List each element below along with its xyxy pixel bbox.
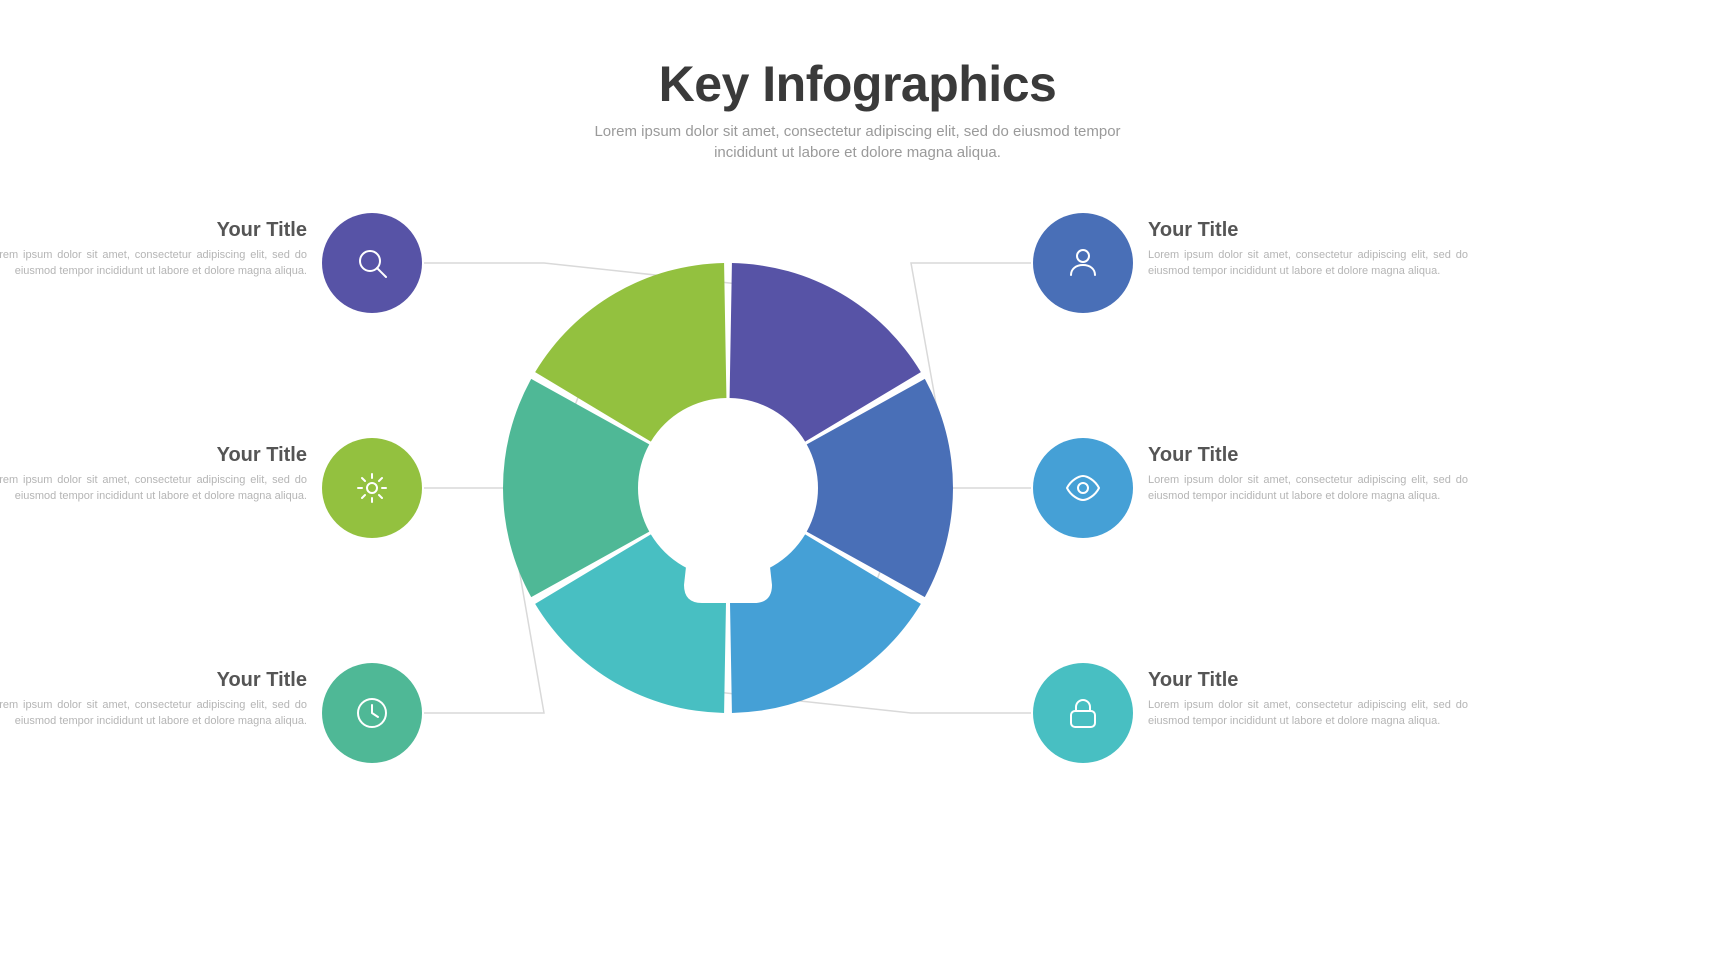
gear-icon: [322, 438, 422, 538]
keyhole-icon: [676, 406, 780, 603]
item-body: Lorem ipsum dolor sit amet, consectetur …: [1148, 698, 1468, 730]
item-title: Your Title: [0, 438, 307, 467]
info-item: Your Title Lorem ipsum dolor sit amet, co…: [1148, 213, 1468, 280]
user-icon: [1033, 213, 1133, 313]
info-item: Your Title Lorem ipsum dolor sit amet, co…: [0, 438, 307, 505]
info-item: Your Title Lorem ipsum dolor sit amet, co…: [1148, 438, 1468, 505]
info-item: Your Title Lorem ipsum dolor sit amet, co…: [0, 213, 307, 280]
info-item: Your Title Lorem ipsum dolor sit amet, co…: [1148, 663, 1468, 730]
lock-icon: [1033, 663, 1133, 763]
eye-icon: [1033, 438, 1133, 538]
search-icon: [322, 213, 422, 313]
clock-icon: [322, 663, 422, 763]
item-body: Lorem ipsum dolor sit amet, consectetur …: [1148, 473, 1468, 505]
info-item: Your Title Lorem ipsum dolor sit amet, co…: [0, 663, 307, 730]
item-body: Lorem ipsum dolor sit amet, consectetur …: [0, 248, 307, 280]
item-title: Your Title: [1148, 213, 1468, 242]
item-title: Your Title: [0, 663, 307, 692]
item-title: Your Title: [1148, 663, 1468, 692]
item-title: Your Title: [0, 213, 307, 242]
item-body: Lorem ipsum dolor sit amet, consectetur …: [0, 473, 307, 505]
item-body: Lorem ipsum dolor sit amet, consectetur …: [1148, 248, 1468, 280]
item-body: Lorem ipsum dolor sit amet, consectetur …: [0, 698, 307, 730]
item-title: Your Title: [1148, 438, 1468, 467]
